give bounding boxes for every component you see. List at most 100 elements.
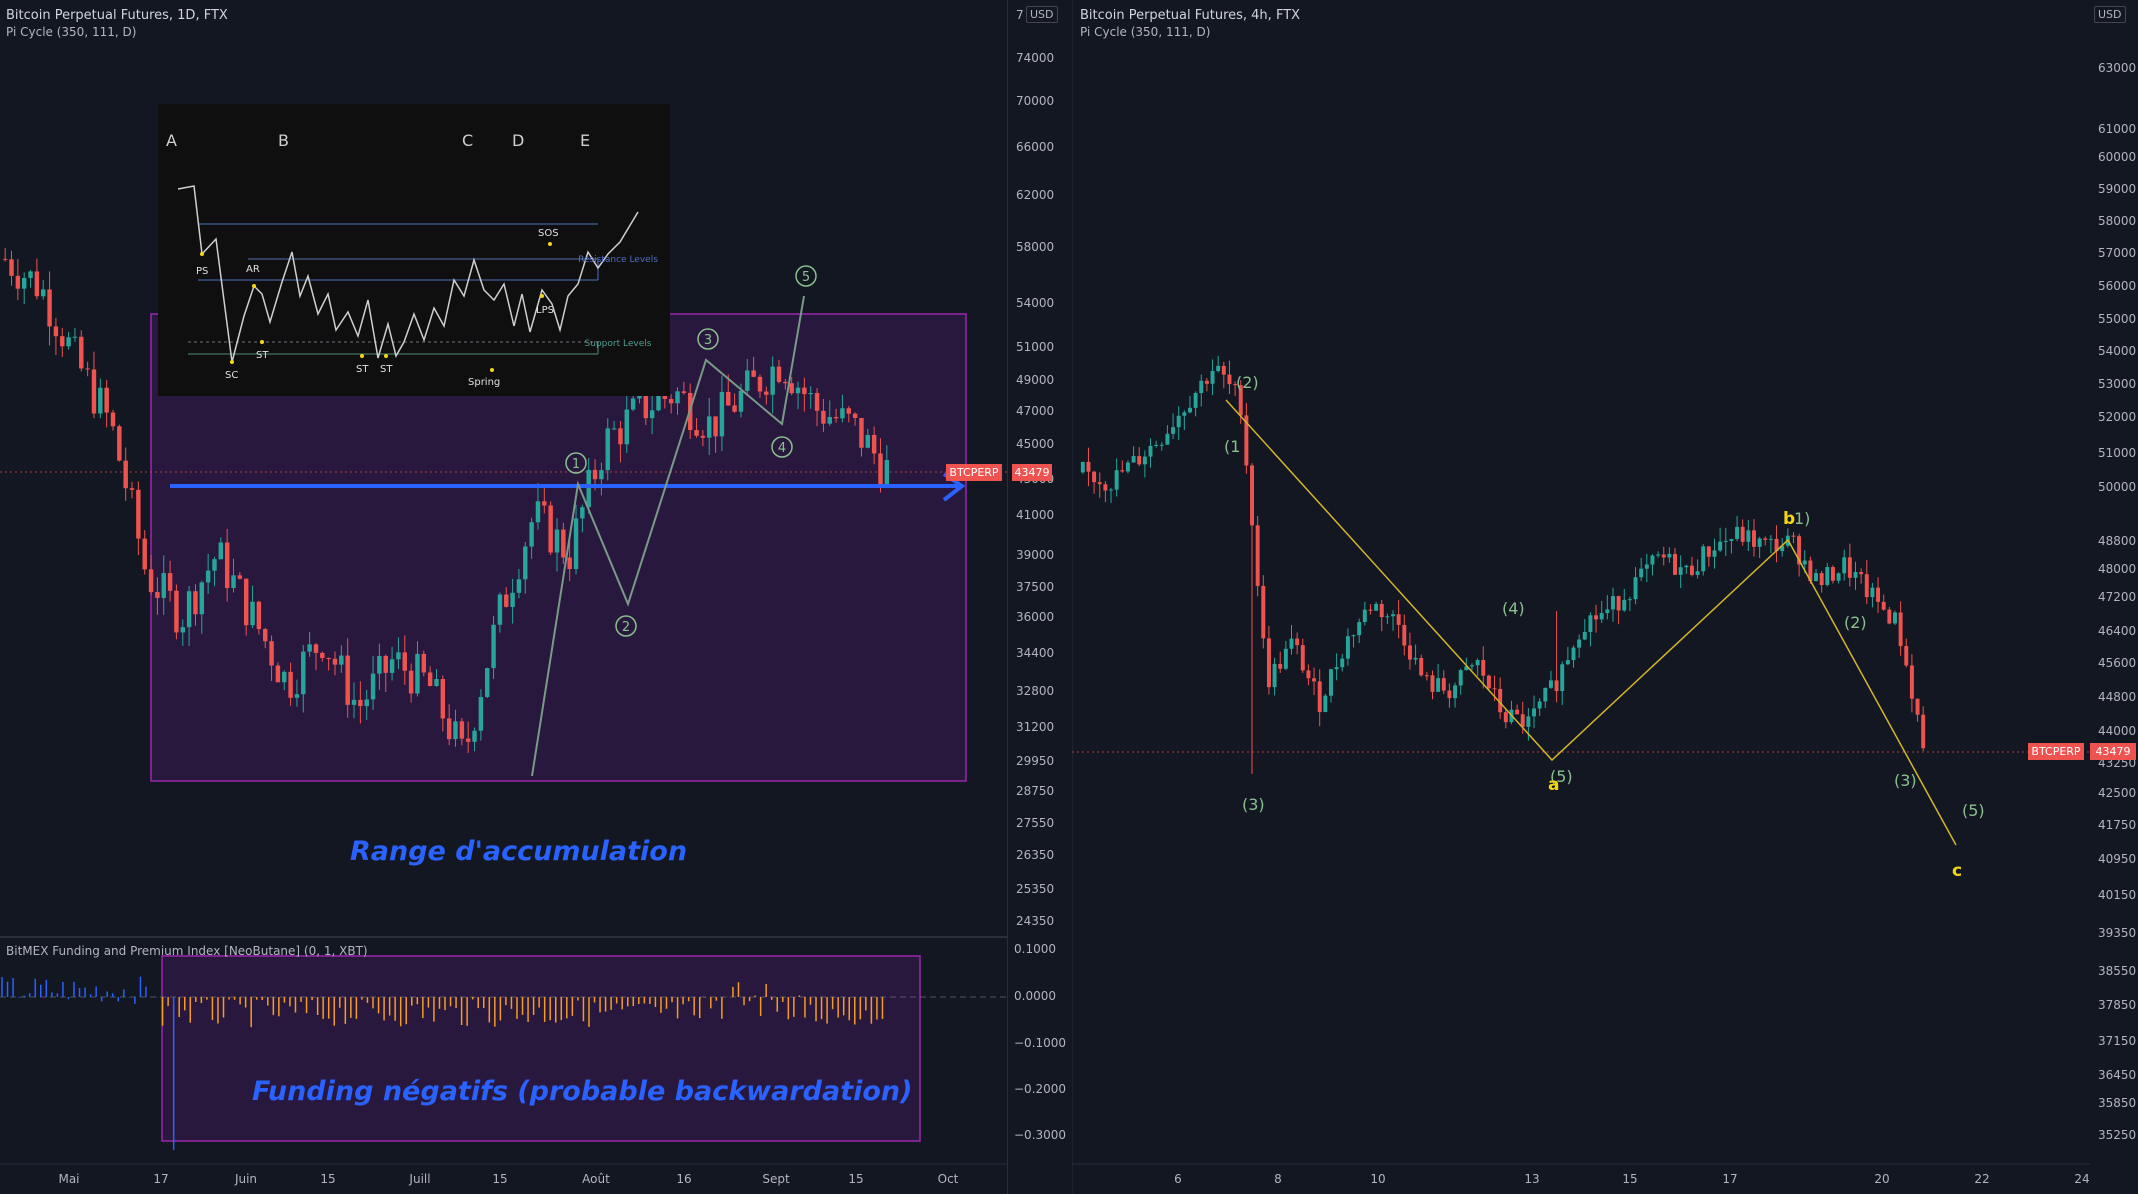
candle-body — [707, 416, 712, 438]
price-tick-label: 53000 — [2098, 377, 2137, 391]
candle-body — [199, 582, 205, 615]
phase-e-label: E — [580, 131, 590, 150]
price-tick-label: −0.2000 — [1014, 1082, 1067, 1096]
candle-body — [1864, 574, 1869, 598]
candle-body — [1413, 657, 1418, 660]
candle-body — [662, 394, 668, 399]
candle-body — [1447, 690, 1452, 699]
candle-body — [294, 694, 300, 698]
funding-range-box[interactable] — [161, 955, 921, 1142]
candle-body — [1847, 557, 1852, 578]
candle-body — [1498, 688, 1503, 713]
candle-body — [1193, 393, 1198, 408]
candle-body — [370, 673, 376, 700]
candle-body — [1114, 470, 1119, 490]
candle-body — [123, 460, 128, 489]
candle-body — [1464, 666, 1469, 671]
candle-body — [453, 721, 458, 740]
candle-body — [1537, 701, 1542, 709]
right-chart-title: Bitcoin Perpetual Futures, 4h, FTX — [1080, 8, 1301, 23]
price-tick-label: 48800 — [2098, 534, 2137, 548]
right-price-axis[interactable]: USD 63000 61000 60000 59000 58000 57000 56000 5… — [2090, 0, 2138, 1164]
resistance-levels-label: Resistance Levels — [578, 255, 658, 265]
candle-body — [814, 393, 820, 411]
date-tick-label: Sept — [762, 1172, 790, 1186]
price-tick-label: 47000 — [1016, 404, 1055, 418]
price-tick-label: 51000 — [2098, 446, 2137, 460]
price-tick-label: 39350 — [2098, 926, 2137, 940]
candle-body — [1622, 599, 1627, 611]
candle-body — [1791, 535, 1796, 537]
candle-body — [1182, 412, 1187, 416]
candle-body — [1752, 530, 1756, 547]
candle-body — [1204, 380, 1209, 384]
left-date-axis[interactable]: Mai 17 Juin 15 Juill 15 Août 16 Sept 15 Oct — [0, 1164, 1008, 1194]
candle-body — [1430, 675, 1435, 692]
candle-body — [161, 573, 166, 598]
candle-body — [1859, 572, 1864, 575]
candle-body — [1329, 669, 1333, 696]
price-tick-label: 56000 — [2098, 279, 2137, 293]
candle-body — [282, 671, 287, 683]
event-lps-label: LPS — [536, 305, 554, 316]
candle-body — [1210, 371, 1215, 384]
candle-body — [28, 271, 33, 278]
candle-body — [1233, 384, 1238, 386]
candle-body — [459, 721, 465, 739]
left-price-axis[interactable]: 7 USD 74000 70000 66000 62000 58000 54000 5100… — [1008, 0, 1072, 1164]
candle-body — [53, 326, 59, 337]
price-tick-label: 70000 — [1016, 94, 1055, 108]
candle-body — [1712, 550, 1717, 557]
candle-body — [1340, 658, 1345, 668]
candle-body — [358, 699, 363, 707]
candle-body — [770, 366, 775, 395]
price-tick-label: 40150 — [2098, 888, 2137, 902]
candle-body — [402, 652, 407, 671]
candle-body — [846, 408, 851, 414]
left-currency-prefix: 7 — [1016, 8, 1024, 22]
candle-body — [21, 277, 27, 289]
candle-body — [1334, 667, 1339, 670]
candle-body — [485, 668, 490, 697]
candle-body — [1125, 462, 1130, 472]
candle-body — [668, 398, 674, 404]
candle-body — [1554, 680, 1559, 692]
candle-body — [1278, 663, 1283, 669]
candle-body — [840, 408, 845, 419]
candle-body — [1639, 568, 1644, 578]
candle-body — [1441, 678, 1446, 691]
price-tick-label: 63000 — [2098, 61, 2137, 75]
wyckoff-accumulation-schematic: A B C D E PS SC AR ST ST ST Spring SOS L… — [158, 104, 670, 396]
price-tick-label: 57000 — [2098, 246, 2137, 260]
candle-body — [415, 653, 420, 694]
candle-body — [1768, 538, 1773, 540]
candle-body — [871, 434, 877, 454]
candle-body — [1893, 612, 1897, 624]
candle-body — [218, 542, 224, 560]
candle-body — [776, 366, 782, 382]
date-tick-label: 24 — [2074, 1172, 2090, 1186]
candle-body — [795, 387, 801, 394]
candle-body — [1627, 599, 1632, 601]
candle-body — [1148, 445, 1153, 457]
right-currency-badge: USD — [2094, 6, 2126, 23]
price-tick-label: 36450 — [2098, 1068, 2137, 1082]
candle-body — [1633, 577, 1638, 600]
price-tick-label: −0.1000 — [1014, 1036, 1067, 1050]
price-tick-label: 45600 — [2098, 656, 2137, 670]
right-date-axis[interactable]: 6 8 10 13 15 17 20 22 24 — [1072, 1164, 2090, 1194]
candle-body — [561, 529, 566, 558]
candle-body — [567, 557, 572, 570]
candle-body — [1594, 615, 1599, 620]
candle-body — [351, 699, 357, 705]
candle-body — [1780, 545, 1785, 552]
candle-body — [269, 641, 274, 666]
candle-body — [301, 651, 306, 695]
candle-body — [79, 336, 84, 369]
candle-body — [148, 569, 154, 593]
candle-body — [1351, 635, 1356, 637]
candle-body — [1097, 482, 1102, 485]
candle-body — [1650, 555, 1655, 565]
candle-body — [884, 460, 890, 485]
